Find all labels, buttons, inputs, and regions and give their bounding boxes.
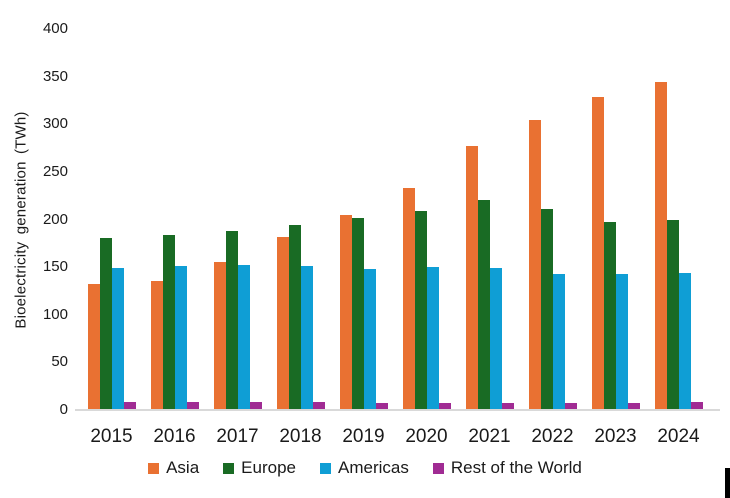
bar-europe-2015 xyxy=(99,237,112,410)
bar-group-2018 xyxy=(269,29,332,410)
bar-americas-2019 xyxy=(363,269,376,410)
bar-rest-of-the-world-2021 xyxy=(501,403,514,410)
bar-asia-2020 xyxy=(402,188,415,410)
x-axis-line xyxy=(75,409,720,411)
bar-asia-2017 xyxy=(213,262,226,410)
bar-asia-2019 xyxy=(339,214,352,410)
x-tick-label-2015: 2015 xyxy=(90,426,133,447)
bar-americas-2021 xyxy=(489,268,502,410)
x-axis-labels: 2015 2016 2017 2018 2019 2020 2021 2022 2023 2024 xyxy=(80,426,710,448)
bar-group-2020 xyxy=(395,29,458,410)
legend-marker-asia xyxy=(148,462,160,474)
y-tick-label-0: 0 xyxy=(59,401,68,418)
y-tick-label-300: 300 xyxy=(42,115,68,133)
bar-europe-2016 xyxy=(162,234,175,410)
x-tick-label-2018: 2018 xyxy=(279,426,322,447)
bar-europe-2022 xyxy=(540,209,553,410)
plot-area xyxy=(80,29,710,410)
bar-asia-2024 xyxy=(654,82,667,410)
bar-americas-2015 xyxy=(111,268,124,410)
y-tick-labels: 0 50 100 150 200 250 300 350 400 xyxy=(0,0,68,498)
bar-group-2022 xyxy=(521,29,584,410)
bar-americas-2016 xyxy=(174,266,187,410)
x-tick-label-2016: 2016 xyxy=(153,426,196,447)
legend-item-americas: Americas xyxy=(320,458,409,478)
bar-rest-of-the-world-2022 xyxy=(564,403,577,410)
bar-rest-of-the-world-2020 xyxy=(438,403,451,410)
legend-marker-europe xyxy=(223,462,235,474)
bar-rest-of-the-world-2015 xyxy=(123,402,136,410)
bar-group-2024 xyxy=(647,29,710,410)
bar-group-2017 xyxy=(206,29,269,410)
bar-group-2021 xyxy=(458,29,521,410)
legend-label-asia: Asia xyxy=(166,458,200,477)
bar-europe-2024 xyxy=(666,219,679,410)
bar-europe-2020 xyxy=(414,210,427,410)
bar-americas-2024 xyxy=(678,272,691,410)
x-tick-label-2022: 2022 xyxy=(531,426,574,447)
x-tick-label-2021: 2021 xyxy=(468,426,511,447)
y-tick-label-250: 250 xyxy=(42,162,68,180)
bar-americas-2022 xyxy=(552,273,565,410)
legend-label-europe: Europe xyxy=(241,458,296,477)
y-tick-label-350: 350 xyxy=(42,67,68,85)
x-tick-label-2023: 2023 xyxy=(594,426,637,447)
bar-europe-2017 xyxy=(225,230,238,410)
bar-americas-2023 xyxy=(615,273,628,410)
bar-asia-2016 xyxy=(150,280,163,410)
x-tick-label-2024: 2024 xyxy=(657,426,700,447)
legend-label-rest-of-the-world: Rest of the World xyxy=(450,458,582,477)
bar-asia-2021 xyxy=(465,146,478,410)
bar-asia-2018 xyxy=(276,236,289,410)
bar-americas-2017 xyxy=(237,265,250,410)
bar-europe-2021 xyxy=(477,199,490,410)
bar-americas-2018 xyxy=(300,266,313,410)
bar-rest-of-the-world-2024 xyxy=(690,402,703,410)
legend-item-asia: Asia xyxy=(148,458,199,478)
x-tick-label-2019: 2019 xyxy=(342,426,385,447)
bar-rest-of-the-world-2019 xyxy=(375,403,388,410)
y-tick-label-50: 50 xyxy=(51,353,68,371)
bar-rest-of-the-world-2017 xyxy=(249,402,262,410)
bar-asia-2023 xyxy=(591,96,604,410)
bar-europe-2018 xyxy=(288,225,301,410)
bar-rest-of-the-world-2016 xyxy=(186,402,199,410)
bar-europe-2019 xyxy=(351,217,364,410)
y-tick-label-200: 200 xyxy=(42,210,68,228)
bar-europe-2023 xyxy=(603,222,616,410)
bar-rest-of-the-world-2018 xyxy=(312,402,325,410)
bar-asia-2022 xyxy=(528,119,541,410)
bar-americas-2020 xyxy=(426,267,439,410)
bar-group-2023 xyxy=(584,29,647,410)
bar-group-2016 xyxy=(143,29,206,410)
x-tick-label-2017: 2017 xyxy=(216,426,259,447)
x-tick-label-2020: 2020 xyxy=(405,426,448,447)
y-tick-label-150: 150 xyxy=(42,258,68,276)
legend-label-americas: Americas xyxy=(338,458,409,477)
bar-group-2019 xyxy=(332,29,395,410)
legend-marker-rest-of-the-world xyxy=(432,462,444,474)
legend-marker-americas xyxy=(320,462,331,474)
bar-group-2015 xyxy=(80,29,143,410)
bar-rest-of-the-world-2023 xyxy=(627,403,640,410)
legend-item-europe: Europe xyxy=(223,458,296,478)
crop-artifact xyxy=(725,468,730,498)
legend: Asia Europe Americas Rest of the World xyxy=(0,458,730,478)
y-tick-label-100: 100 xyxy=(42,305,68,323)
legend-item-rest-of-the-world: Rest of the World xyxy=(432,458,582,478)
y-tick-label-400: 400 xyxy=(42,20,68,37)
bar-asia-2015 xyxy=(87,284,100,410)
